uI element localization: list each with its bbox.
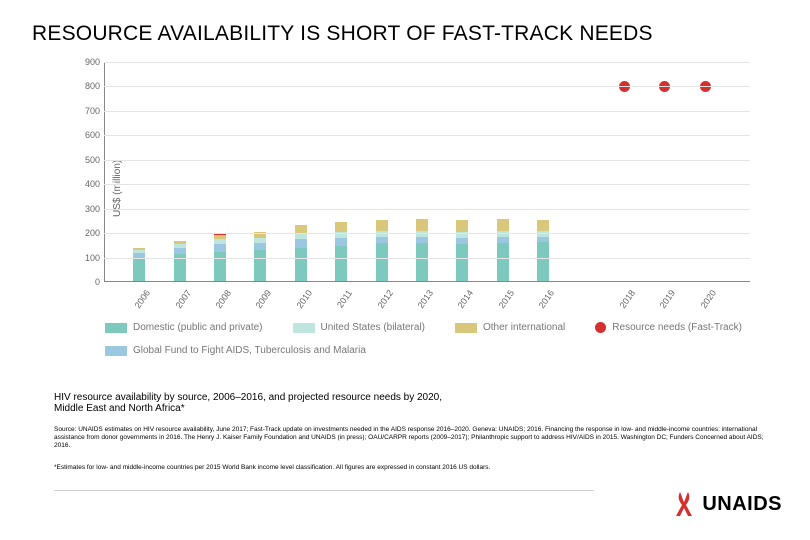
- legend-resource-needs: Resource needs (Fast-Track): [595, 322, 742, 333]
- logo-text: UNAIDS: [702, 493, 782, 516]
- x-label: 2013: [404, 288, 435, 327]
- legend-united-states: United States (bilateral): [293, 322, 426, 333]
- legend-global-fund: Global Fund to Fight AIDS, Tuberculosis …: [105, 345, 366, 356]
- legend-label: Other international: [483, 322, 565, 333]
- subtitle-line-1: HIV resource availability by source, 200…: [54, 392, 442, 403]
- swatch-domestic: [105, 323, 127, 333]
- x-label: 2018: [606, 288, 637, 327]
- x-label: 2010: [283, 288, 314, 327]
- x-label: 2015: [485, 288, 516, 327]
- bar-2006: [133, 248, 145, 281]
- x-label: 2016: [525, 288, 556, 327]
- y-tick-label: 0: [72, 277, 100, 287]
- y-tick-label: 400: [72, 179, 100, 189]
- bar-2013: [416, 219, 428, 281]
- x-label: 2019: [646, 288, 677, 327]
- legend-label: Global Fund to Fight AIDS, Tuberculosis …: [133, 345, 366, 356]
- bar-2007: [174, 241, 186, 281]
- chart: US$ (million) 01002003004005006007008009…: [70, 62, 750, 312]
- swatch-us: [293, 323, 315, 333]
- y-tick-label: 700: [72, 106, 100, 116]
- chart-plot: [104, 62, 750, 282]
- unaids-logo: UNAIDS: [672, 490, 782, 518]
- bar-2016: [537, 220, 549, 281]
- y-tick-label: 900: [72, 57, 100, 67]
- y-tick-label: 200: [72, 228, 100, 238]
- swatch-needs: [595, 322, 606, 333]
- x-label: 2012: [364, 288, 395, 327]
- swatch-global-fund: [105, 346, 127, 356]
- footnote-text: *Estimates for low- and middle-income co…: [54, 464, 490, 471]
- bar-2011: [335, 222, 347, 281]
- source-text: Source: UNAIDS estimates on HIV resource…: [54, 426, 770, 450]
- legend-other-international: Other international: [455, 322, 565, 333]
- x-label: 2020: [687, 288, 718, 327]
- x-label: 2011: [323, 288, 354, 327]
- y-tick-label: 500: [72, 155, 100, 165]
- x-label: 2014: [444, 288, 475, 327]
- legend-domestic: Domestic (public and private): [105, 322, 263, 333]
- x-label: 2006: [121, 288, 152, 327]
- x-label: 2007: [162, 288, 193, 327]
- subtitle-line-2: Middle East and North Africa*: [54, 403, 442, 414]
- page-title: RESOURCE AVAILABILITY IS SHORT OF FAST-T…: [32, 22, 653, 46]
- x-label: 2008: [202, 288, 233, 327]
- bar-2014: [456, 220, 468, 281]
- ribbon-icon: [672, 490, 696, 518]
- legend-label: Domestic (public and private): [133, 322, 263, 333]
- bar-2012: [376, 220, 388, 281]
- bar-2015: [497, 219, 509, 281]
- legend-label: United States (bilateral): [321, 322, 426, 333]
- legend-label: Resource needs (Fast-Track): [612, 322, 742, 333]
- y-tick-label: 800: [72, 81, 100, 91]
- bar-2009: [254, 232, 266, 281]
- y-tick-label: 100: [72, 253, 100, 263]
- swatch-other: [455, 323, 477, 333]
- y-tick-label: 300: [72, 204, 100, 214]
- y-tick-label: 600: [72, 130, 100, 140]
- chart-subtitle: HIV resource availability by source, 200…: [54, 392, 442, 414]
- legend: Domestic (public and private) United Sta…: [105, 322, 745, 368]
- divider: [54, 490, 594, 491]
- x-label: 2009: [242, 288, 273, 327]
